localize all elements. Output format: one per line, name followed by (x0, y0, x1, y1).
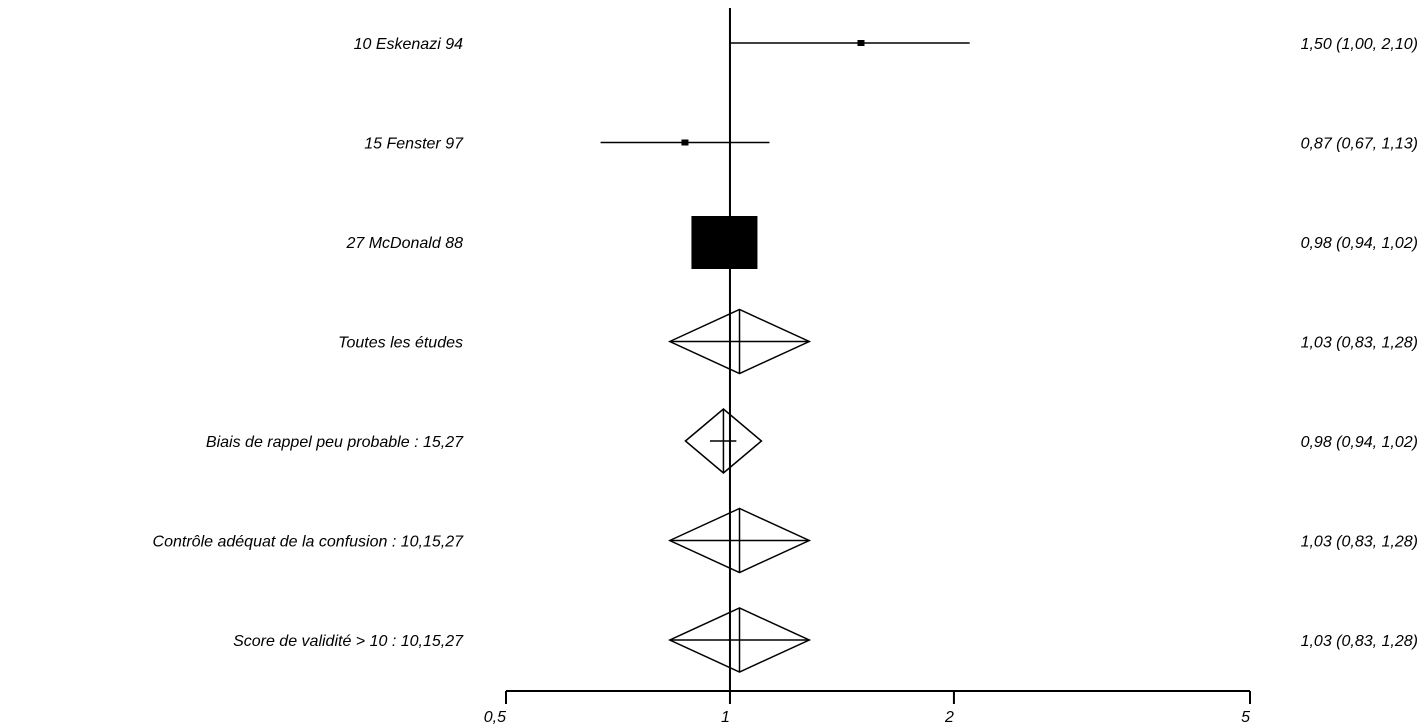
x-tick-label: 1 (721, 709, 730, 726)
row-label: 15 Fenster 97 (364, 136, 464, 153)
pooled-diamond (667, 607, 812, 673)
point-estimate-box (691, 216, 758, 269)
row-estimate-text: 0,98 (0,94, 1,02) (1301, 434, 1418, 451)
row-estimate-text: 1,03 (0,83, 1,28) (1301, 534, 1418, 551)
row-estimate-text: 1,50 (1,00, 2,10) (1301, 36, 1418, 53)
x-tick-label: 2 (944, 709, 954, 726)
row-label: 10 Eskenazi 94 (354, 36, 464, 53)
pooled-diamond (667, 308, 812, 375)
row-label: Biais de rappel peu probable : 15,27 (206, 434, 464, 451)
row-estimate-text: 1,03 (0,83, 1,28) (1301, 633, 1418, 650)
point-estimate-box (681, 139, 689, 146)
row-label: Contrôle adéquat de la confusion : 10,15… (153, 534, 465, 551)
row-label: 27 McDonald 88 (345, 235, 463, 252)
row-estimate-text: 0,98 (0,94, 1,02) (1301, 235, 1418, 252)
row-estimate-text: 1,03 (0,83, 1,28) (1301, 335, 1418, 352)
pooled-diamond (667, 507, 812, 574)
row-label: Toutes les études (338, 335, 463, 352)
pooled-diamond (684, 408, 763, 474)
row-estimate-text: 0,87 (0,67, 1,13) (1301, 136, 1418, 153)
x-tick-label: 0,5 (484, 709, 506, 726)
point-estimate-box (857, 40, 865, 46)
x-tick-label: 5 (1241, 709, 1250, 726)
row-label: Score de validité > 10 : 10,15,27 (233, 633, 464, 650)
